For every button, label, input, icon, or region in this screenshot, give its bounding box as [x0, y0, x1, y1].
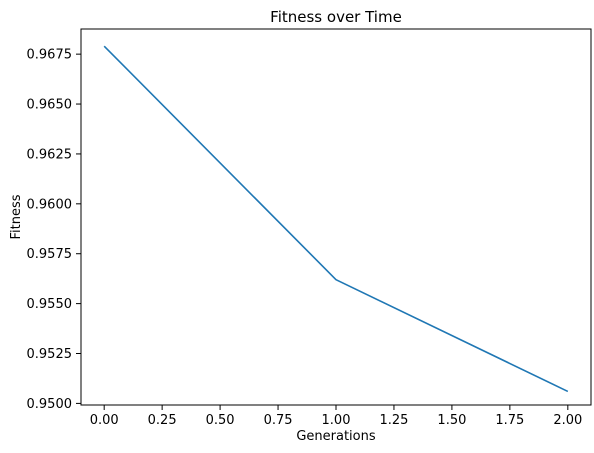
y-axis: 0.9500 0.9525 0.9550 0.9575 0.9600 0.9625 0.96…: [27, 48, 81, 412]
series-line: [103, 45, 569, 393]
x-axis: 0.00 0.25 0.50 0.75 1.00 1.25 1.50 1.75 2.00: [90, 405, 582, 428]
x-tick-label: 1.00: [322, 413, 351, 428]
series-layer: [103, 45, 569, 393]
y-tick-label: 0.9675: [27, 48, 73, 63]
x-tick-label: 1.75: [495, 413, 524, 428]
plot-area: [80, 28, 592, 406]
y-axis-label: Fitness: [9, 194, 24, 239]
x-tick-label: 0.00: [90, 413, 119, 428]
y-tick-label: 0.9625: [27, 147, 73, 162]
chart-title: Fitness over Time: [270, 8, 402, 26]
y-tick-label: 0.9650: [27, 98, 73, 113]
x-tick-label: 0.75: [264, 413, 293, 428]
y-tick-label: 0.9575: [27, 247, 73, 262]
x-tick-label: 0.50: [206, 413, 235, 428]
y-tick-label: 0.9525: [27, 347, 73, 362]
x-tick-label: 1.25: [379, 413, 408, 428]
x-tick-label: 0.25: [148, 413, 177, 428]
y-tick-label: 0.9550: [27, 297, 73, 312]
x-tick-label: 2.00: [553, 413, 582, 428]
x-axis-label: Generations: [296, 429, 376, 444]
x-tick-label: 1.50: [437, 413, 466, 428]
y-tick-label: 0.9600: [27, 197, 73, 212]
y-tick-label: 0.9500: [27, 397, 73, 412]
